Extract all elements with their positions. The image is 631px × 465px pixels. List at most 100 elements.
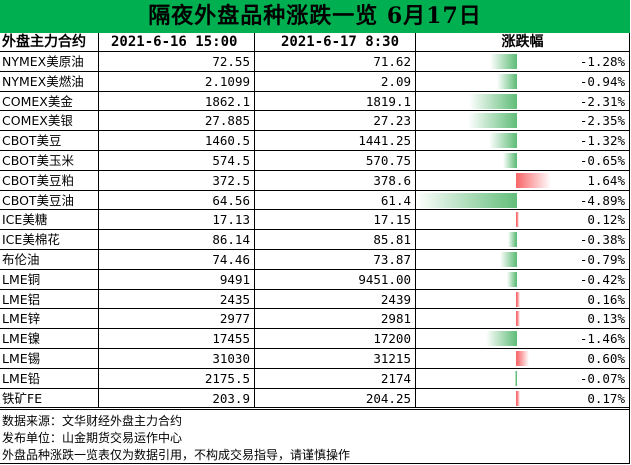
table-row: LME锡 31030 31215 0.60%	[0, 349, 630, 369]
change-percent: -0.94%	[579, 73, 625, 89]
price-prev: 31030	[99, 349, 255, 369]
price-prev: 2.1099	[99, 71, 255, 92]
change-cell: 0.17%	[416, 388, 630, 409]
table-row: ICE美糖 17.13 17.15 0.12%	[0, 210, 630, 231]
change-bar	[468, 93, 517, 109]
change-cell: -4.89%	[416, 190, 630, 211]
change-percent: -2.35%	[579, 113, 625, 129]
change-percent: 0.60%	[587, 351, 625, 366]
price-prev: 2435	[99, 289, 255, 310]
change-cell: 1.64%	[416, 170, 630, 191]
table-row: NYMEX美原油 72.55 71.62 -1.28%	[0, 52, 630, 72]
price-curr: 61.4	[255, 190, 416, 211]
change-cell: 0.12%	[416, 210, 630, 231]
price-curr: 73.87	[255, 250, 416, 270]
price-prev: 86.14	[99, 230, 255, 250]
change-bar	[514, 370, 517, 386]
footer: 数据来源：文华财经外盘主力合约 发布单位：山金期货交易运作中心 外盘品种涨跌一览…	[0, 409, 630, 465]
footer-source: 数据来源：文华财经外盘主力合约	[2, 414, 183, 428]
change-percent: -1.32%	[579, 133, 625, 149]
contract-name: CBOT美玉米	[0, 151, 99, 171]
change-percent: -0.65%	[579, 153, 625, 168]
change-bar	[502, 153, 517, 168]
price-curr: 378.6	[255, 170, 416, 191]
change-cell: -0.07%	[416, 368, 630, 389]
change-cell: -2.35%	[416, 111, 630, 132]
change-bar	[516, 311, 520, 327]
change-cell: -1.32%	[416, 131, 630, 151]
price-prev: 2175.5	[99, 368, 255, 389]
price-prev: 17455	[99, 329, 255, 349]
change-percent: -1.46%	[579, 331, 625, 347]
change-percent: 1.64%	[587, 172, 625, 188]
contract-name: CBOT美豆	[0, 131, 99, 151]
price-prev: 1460.5	[99, 131, 255, 151]
header-row: 外盘主力合约 2021-6-16 15:00 2021-6-17 8:30 涨跌…	[0, 33, 630, 52]
contract-name: 布伦油	[0, 250, 99, 270]
price-curr: 31215	[255, 349, 416, 369]
change-bar	[416, 192, 517, 208]
contract-name: CBOT美豆粕	[0, 170, 99, 191]
change-bar	[467, 113, 517, 129]
contract-name: LME铝	[0, 289, 99, 310]
table-row: ICE美棉花 86.14 85.81 -0.38%	[0, 230, 630, 250]
change-bar	[516, 390, 521, 406]
change-cell: 0.13%	[416, 309, 630, 330]
contract-name: LME锌	[0, 309, 99, 330]
price-prev: 203.9	[99, 388, 255, 409]
price-curr: 85.81	[255, 230, 416, 250]
price-prev: 27.885	[99, 111, 255, 132]
price-prev: 72.55	[99, 52, 255, 72]
change-percent: 0.16%	[587, 291, 625, 307]
change-percent: -1.28%	[579, 54, 625, 69]
contract-name: LME镍	[0, 329, 99, 349]
change-cell: -0.94%	[416, 71, 630, 92]
change-percent: -0.07%	[579, 370, 625, 386]
contract-name: LME锡	[0, 349, 99, 369]
price-prev: 17.13	[99, 210, 255, 231]
change-bar	[507, 271, 517, 287]
change-percent: -4.89%	[579, 192, 625, 208]
change-cell: -1.46%	[416, 329, 630, 349]
change-percent: -2.31%	[579, 93, 625, 109]
header-change: 涨跌幅	[416, 33, 630, 52]
price-prev: 574.5	[99, 151, 255, 171]
price-prev: 1862.1	[99, 91, 255, 112]
change-cell: -0.38%	[416, 230, 630, 250]
change-percent: -0.42%	[579, 271, 625, 287]
price-curr: 71.62	[255, 52, 416, 72]
price-prev: 372.5	[99, 170, 255, 191]
contract-name: LME铅	[0, 368, 99, 389]
price-curr: 1819.1	[255, 91, 416, 112]
price-prev: 2977	[99, 309, 255, 330]
table-row: CBOT美玉米 574.5 570.75 -0.65%	[0, 151, 630, 171]
price-curr: 2981	[255, 309, 416, 330]
change-percent: -0.38%	[579, 232, 625, 248]
contract-name: LME铜	[0, 269, 99, 290]
change-percent: 0.12%	[587, 212, 625, 228]
price-curr: 17.15	[255, 210, 416, 231]
change-bar	[516, 351, 530, 366]
change-bar	[508, 232, 517, 248]
change-percent: 0.17%	[587, 390, 625, 406]
change-cell: -0.42%	[416, 269, 630, 290]
table-row: LME铜 9491 9451.00 -0.42%	[0, 269, 630, 290]
contract-name: NYMEX美原油	[0, 52, 99, 72]
price-curr: 204.25	[255, 388, 416, 409]
change-bar	[499, 252, 517, 267]
price-prev: 64.56	[99, 190, 255, 211]
change-cell: -0.79%	[416, 250, 630, 270]
contract-name: 铁矿FE	[0, 388, 99, 409]
price-curr: 570.75	[255, 151, 416, 171]
price-curr: 1441.25	[255, 131, 416, 151]
contract-name: CBOT美豆油	[0, 190, 99, 211]
price-prev: 74.46	[99, 250, 255, 270]
change-cell: -1.28%	[416, 52, 630, 72]
table-row: LME锌 2977 2981 0.13%	[0, 309, 630, 330]
header-date-b: 2021-6-17 8:30	[255, 33, 416, 52]
change-percent: -0.79%	[579, 252, 625, 267]
contract-name: NYMEX美燃油	[0, 71, 99, 92]
contract-name: ICE美糖	[0, 210, 99, 231]
price-curr: 2.09	[255, 71, 416, 92]
